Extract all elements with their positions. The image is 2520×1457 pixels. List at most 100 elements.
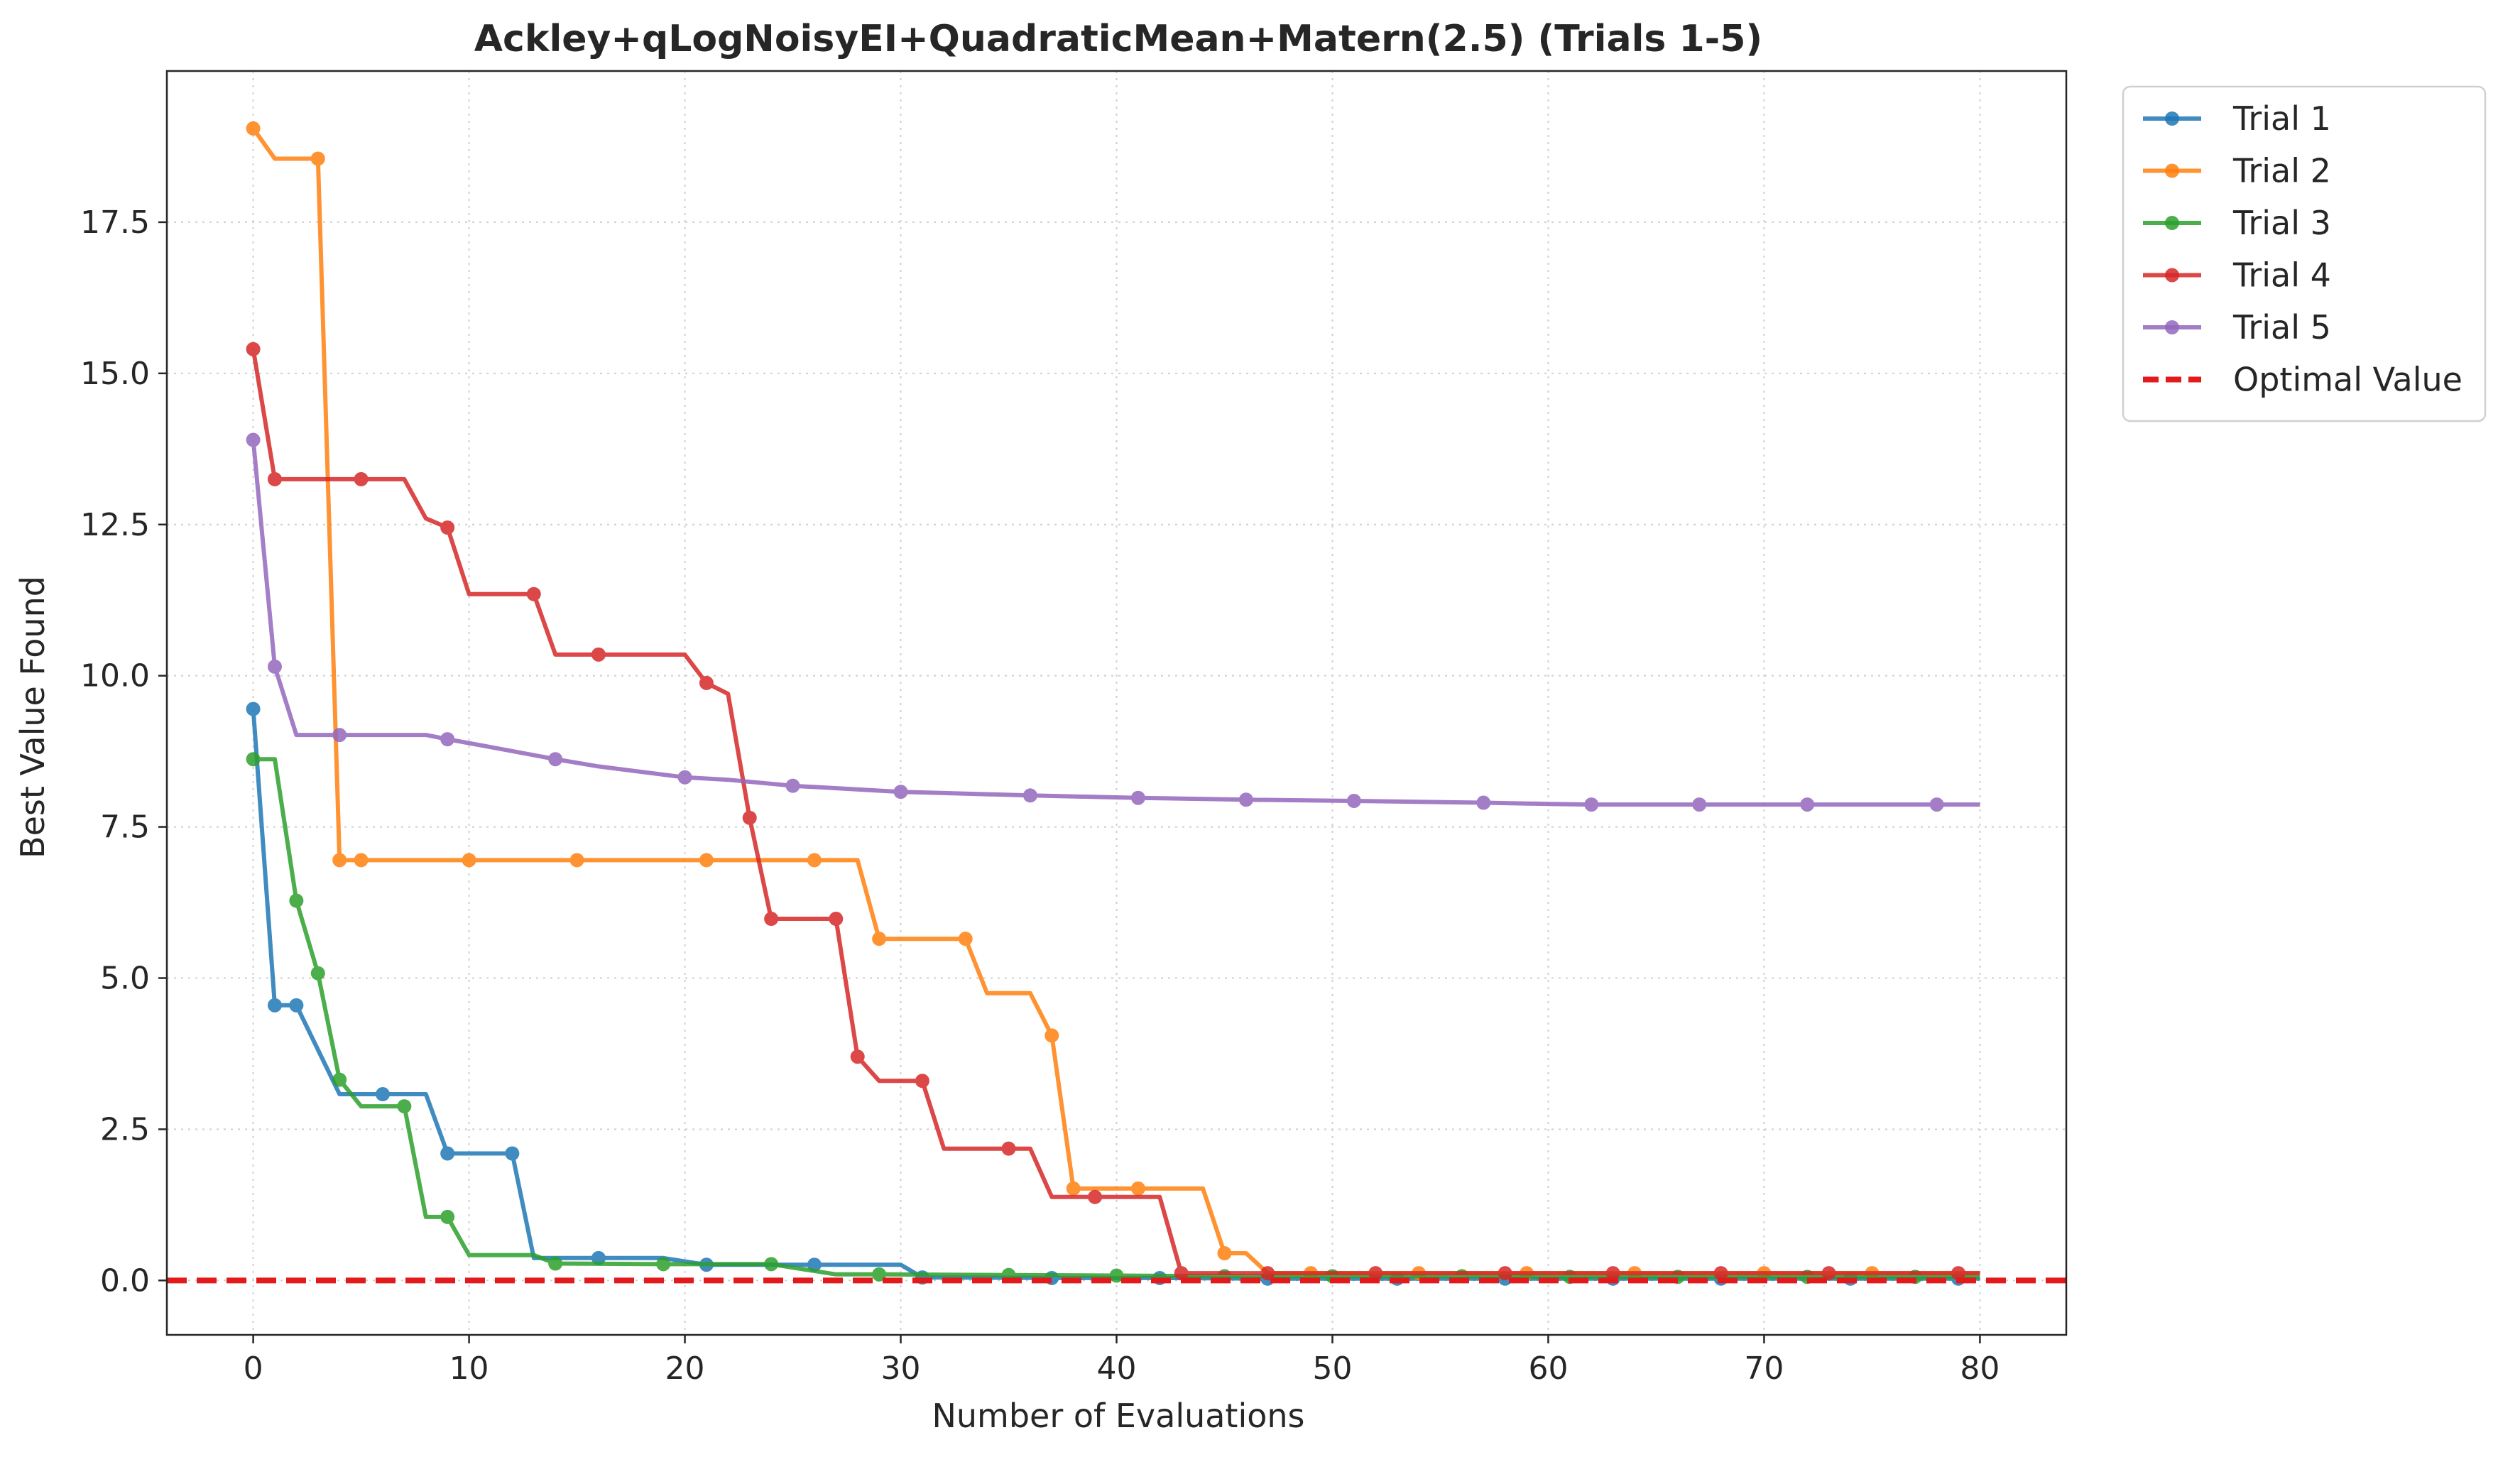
trial-3-point — [310, 966, 325, 981]
trial-1-point — [440, 1146, 455, 1161]
trial-5-point — [440, 732, 455, 747]
trial-3-point — [656, 1257, 671, 1272]
trial-1-point — [289, 998, 304, 1013]
legend-entry-optimal-value: Optimal Value — [2143, 361, 2462, 399]
x-tick-label: 50 — [1312, 1350, 1352, 1387]
trial-2-point — [699, 853, 714, 868]
y-axis-label: Best Value Found — [13, 576, 52, 858]
legend-swatch-marker — [2165, 320, 2179, 334]
y-tick-label: 0.0 — [100, 1262, 150, 1299]
trial-2-point — [310, 151, 325, 166]
trial-5-point — [1130, 790, 1145, 805]
legend-entry-trial-3: Trial 3 — [2143, 204, 2331, 242]
trial-2-point — [569, 853, 584, 868]
trial-4-point — [1174, 1266, 1189, 1281]
trial-4-point — [699, 675, 714, 690]
ticks: 0 10 20 30 40 50 60 70 80 0.0 2.5 5.0 7.5 10.0 12.5 15.… — [80, 204, 2000, 1387]
y-tick-label: 10.0 — [80, 658, 150, 694]
trial-1-point — [267, 998, 282, 1013]
trial-4-point — [742, 810, 757, 825]
trial-1-point — [246, 702, 261, 716]
trial-4-point — [1951, 1266, 1966, 1281]
trial-4-point — [1260, 1266, 1275, 1281]
trial-4-point — [915, 1074, 929, 1088]
trial-5-point — [246, 432, 261, 447]
trial-4-point — [850, 1049, 865, 1064]
trial-4-point — [1368, 1266, 1383, 1281]
legend-label: Trial 5 — [2232, 308, 2331, 346]
trial-5-point — [677, 770, 692, 785]
trial-3-point — [440, 1209, 455, 1224]
trial-4-point — [1001, 1141, 1016, 1156]
x-tick-label: 20 — [665, 1350, 705, 1387]
trial-5-point — [893, 785, 908, 800]
legend-label: Optimal Value — [2233, 361, 2462, 399]
trial-2-point — [872, 932, 887, 946]
x-tick-label: 60 — [1528, 1350, 1568, 1387]
legend-entry-trial-2: Trial 2 — [2143, 152, 2331, 190]
trial-5-point — [548, 752, 563, 767]
trial-5-point — [332, 728, 347, 743]
trial-5-series — [246, 432, 1980, 812]
legend-box — [2122, 85, 2487, 422]
trial-2-point — [246, 121, 261, 136]
trial-2-point — [332, 853, 347, 868]
trial-4-series — [246, 342, 1980, 1281]
trial-4-line — [251, 349, 1980, 1276]
trial-1-point — [375, 1087, 390, 1102]
x-tick-label: 70 — [1744, 1350, 1784, 1387]
trial-4-point — [1605, 1266, 1620, 1281]
y-tick-label: 5.0 — [100, 961, 150, 997]
trial-5-point — [267, 659, 282, 674]
trial-4-point — [1821, 1266, 1836, 1281]
trial-5-point — [785, 778, 800, 793]
trial-2-point — [1044, 1028, 1059, 1043]
trial-5-point — [1238, 792, 1253, 807]
chart-title: Ackley+qLogNoisyEI+QuadraticMean+Matern(… — [474, 18, 1762, 60]
trial-3-line — [253, 757, 1980, 1279]
trial-3-point — [332, 1072, 347, 1087]
trial-2-point — [354, 853, 369, 868]
trial-4-point — [1498, 1266, 1512, 1281]
legend-swatch-marker — [2165, 111, 2179, 126]
x-tick-label: 0 — [244, 1350, 263, 1387]
x-tick-label: 80 — [1960, 1350, 2000, 1387]
y-tick-label: 2.5 — [100, 1111, 150, 1147]
trial-2-point — [1130, 1181, 1145, 1196]
trial-4-point — [591, 647, 606, 662]
legend: Trial 1 Trial 2 Trial 3 Trial 4 Trial 5 Optim… — [2122, 85, 2487, 422]
trial-4-point — [526, 586, 541, 601]
legend-label: Trial 2 — [2232, 152, 2331, 190]
plot-area: 0 10 20 30 40 50 60 70 80 0.0 2.5 5.0 7.5 10.0 12.5 15.… — [80, 70, 2068, 1387]
legend-swatch-marker — [2165, 216, 2179, 230]
trial-5-point — [1346, 793, 1361, 808]
trial-2-point — [958, 932, 973, 946]
legend-entry-trial-4: Trial 4 — [2143, 256, 2331, 295]
trial-2-point — [1066, 1181, 1081, 1196]
x-axis-label: Number of Evaluations — [932, 1397, 1304, 1435]
trial-3-point — [1109, 1268, 1124, 1283]
trial-2-point — [807, 853, 822, 868]
legend-entry-trial-1: Trial 1 — [2143, 99, 2331, 138]
trial-2-point — [462, 853, 476, 868]
trial-5-point — [1929, 797, 1944, 812]
trial-4-point — [829, 912, 844, 927]
trial-3-point — [289, 893, 304, 908]
trial-5-point — [1800, 797, 1815, 812]
trial-4-point — [1088, 1189, 1103, 1204]
trial-5-point — [1692, 797, 1707, 812]
trial-2-point — [1217, 1246, 1232, 1261]
legend-label: Trial 1 — [2232, 99, 2331, 138]
trial-4-point — [1713, 1266, 1728, 1281]
trial-3-point — [246, 752, 261, 767]
trial-3-point — [397, 1099, 412, 1114]
trial-5-point — [1584, 797, 1599, 812]
trial-4-point — [267, 471, 282, 486]
trial-5-point — [1022, 788, 1037, 803]
legend-swatch-marker — [2165, 163, 2179, 178]
x-tick-label: 40 — [1097, 1350, 1137, 1387]
legend-label: Trial 4 — [2232, 256, 2331, 295]
legend-swatch-marker — [2165, 268, 2179, 283]
y-tick-label: 15.0 — [80, 356, 150, 392]
